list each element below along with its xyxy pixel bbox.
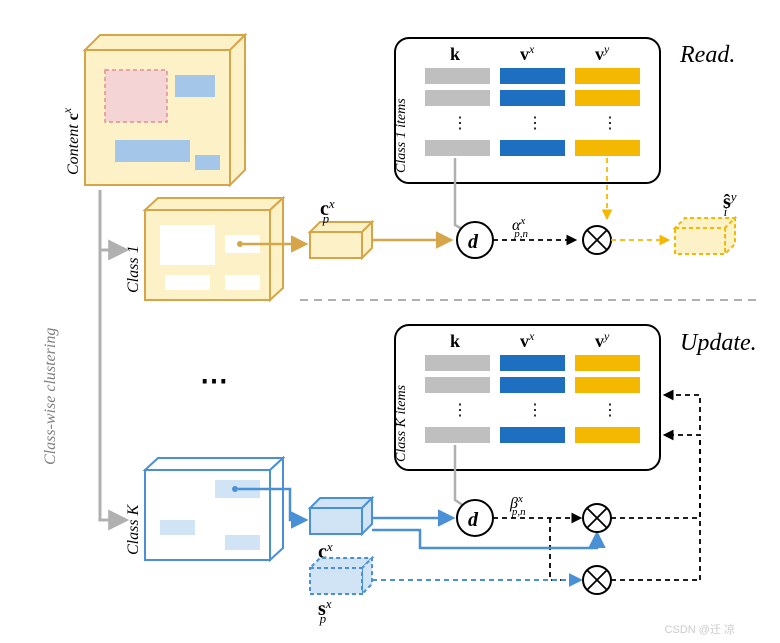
d-label-top: d (468, 231, 479, 253)
clustering-arrow-1 (100, 190, 125, 250)
clustering-arrow-2 (100, 190, 125, 520)
vdots: ⋯ (200, 366, 228, 397)
diagram-svg: Content cx Class 1 cxp Class-wise cluste… (0, 0, 780, 643)
svg-text:⋮: ⋮ (527, 402, 543, 419)
k-header-1: k (450, 44, 460, 64)
svg-text:⋮: ⋮ (452, 402, 468, 419)
svg-text:⋮: ⋮ (602, 115, 618, 132)
read-label: Read. (679, 42, 735, 68)
siy-label: ŝyi (723, 189, 737, 220)
classk-card: Class K (125, 458, 283, 560)
k-header-2: k (450, 331, 460, 351)
classk-items-label: Class K items (394, 384, 409, 462)
class1-label: Class 1 (125, 245, 142, 293)
beta-label: βxp,n (509, 493, 526, 518)
content-label: Content cx (60, 107, 82, 175)
svg-text:⋮: ⋮ (602, 402, 618, 419)
class1-card: Class 1 (125, 198, 283, 300)
spx-cube-blue: sxp (310, 558, 372, 626)
content-card: Content cx (60, 35, 245, 185)
feedback-arrow-1 (665, 395, 700, 430)
svg-text:⋮: ⋮ (452, 115, 468, 132)
svg-text:⋮: ⋮ (527, 115, 543, 132)
cpx-cube-yellow: cxp (310, 196, 372, 259)
feedback-arrow-2 (665, 435, 700, 580)
memory-read: Class 1 items k vx vy ⋮ ⋮ ⋮ (394, 38, 660, 183)
class1-items-label: Class 1 items (394, 98, 409, 173)
clustering-label: Class-wise clustering (42, 328, 59, 465)
memory-update: Class K items k vx vy ⋮ ⋮ ⋮ (394, 325, 660, 470)
spx-label: sxp (318, 596, 332, 627)
classk-label: Class K (125, 503, 142, 555)
watermark: CSDN @迁 凉 (665, 621, 735, 637)
siy-cube: ŝyi (675, 189, 737, 255)
alpha-label: αxp,n (512, 215, 529, 240)
update-label: Update. (680, 330, 757, 356)
d-label-bottom: d (468, 509, 479, 531)
